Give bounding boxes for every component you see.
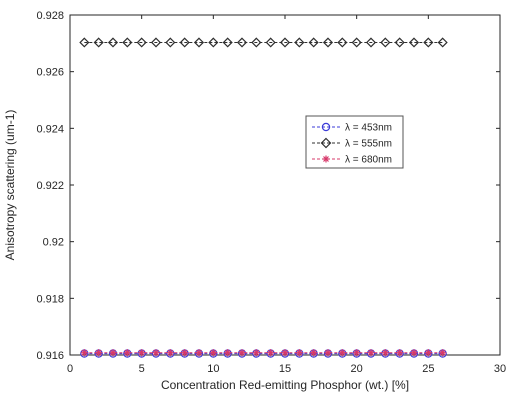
data-point [353, 349, 361, 357]
data-point [208, 37, 219, 48]
legend-marker-680 [322, 155, 330, 163]
data-point [209, 349, 217, 357]
data-point [338, 349, 346, 357]
x-tick-label: 15 [279, 363, 291, 375]
data-point [136, 37, 147, 48]
data-point [365, 37, 377, 48]
data-point [265, 37, 276, 48]
y-tick-label: 0.92 [43, 237, 64, 249]
legend: λ = 453nm λ = 555nm λ = 680nm [305, 115, 404, 169]
legend-marker-453 [321, 122, 331, 132]
data-point [267, 349, 275, 357]
data-point [152, 349, 160, 357]
legend-marker-555 [320, 137, 332, 149]
data-point [179, 37, 190, 48]
x-tick-label: 5 [139, 363, 145, 375]
data-point [294, 37, 305, 48]
data-point [224, 349, 232, 357]
data-point [236, 37, 248, 48]
data-point [150, 37, 162, 48]
x-axis-label: Concentration Red-emitting Phosphor (wt.… [161, 378, 409, 392]
data-point [80, 349, 88, 357]
y-axis-label: Anisotropy scattering (um-1) [3, 110, 17, 261]
data-point [324, 349, 332, 357]
data-point [252, 349, 260, 357]
data-point [181, 349, 189, 357]
data-point [95, 349, 103, 357]
data-point [337, 37, 348, 48]
data-point [394, 37, 405, 48]
y-tick-label: 0.928 [36, 10, 64, 22]
data-point [367, 349, 375, 357]
data-point [238, 349, 246, 357]
data-point [437, 37, 448, 48]
data-point [107, 37, 119, 48]
data-point [322, 37, 334, 48]
data-point [295, 349, 303, 357]
y-tick-label: 0.918 [36, 293, 64, 305]
legend-label-453: λ = 453nm [345, 123, 392, 134]
data-point [310, 349, 318, 357]
data-point [308, 37, 319, 48]
data-point [193, 37, 205, 48]
data-point [423, 37, 434, 48]
data-point [424, 349, 432, 357]
x-tick-label: 30 [494, 363, 506, 375]
data-point [122, 37, 133, 48]
x-tick-label: 10 [207, 363, 219, 375]
data-point [410, 349, 418, 357]
data-point [380, 37, 391, 48]
x-tick-label: 0 [67, 363, 73, 375]
data-point [123, 349, 131, 357]
x-tick-label: 25 [422, 363, 434, 375]
data-point [138, 349, 146, 357]
data-point [439, 349, 447, 357]
data-point [109, 349, 117, 357]
data-point [166, 349, 174, 357]
data-point [222, 37, 233, 48]
plot-area [69, 14, 501, 356]
data-point [279, 37, 291, 48]
data-point [408, 37, 420, 48]
data-point [281, 349, 289, 357]
y-tick-label: 0.926 [36, 67, 64, 79]
legend-label-555: λ = 555nm [345, 139, 392, 150]
y-tick-label: 0.922 [36, 180, 64, 192]
data-point [381, 349, 389, 357]
data-point [165, 37, 176, 48]
data-point [396, 349, 404, 357]
y-tick-label: 0.924 [36, 123, 64, 135]
data-point [79, 37, 90, 48]
data-point [251, 37, 262, 48]
data-point [93, 37, 104, 48]
data-point [351, 37, 362, 48]
data-point [195, 349, 203, 357]
x-tick-label: 20 [351, 363, 363, 375]
legend-label-680: λ = 680nm [345, 155, 392, 166]
y-tick-label: 0.916 [36, 350, 64, 362]
